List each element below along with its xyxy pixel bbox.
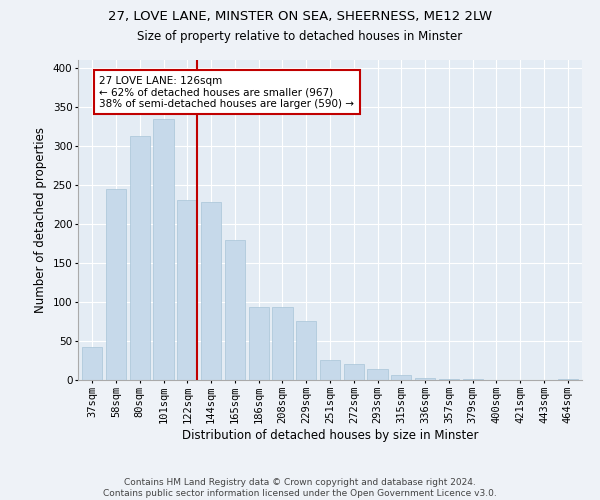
Text: 27 LOVE LANE: 126sqm
← 62% of detached houses are smaller (967)
38% of semi-deta: 27 LOVE LANE: 126sqm ← 62% of detached h… (100, 76, 355, 109)
Bar (415, 378, 435, 380)
Bar (463, 379, 483, 380)
Bar (154, 118, 173, 380)
Bar (439, 379, 459, 380)
Bar (367, 369, 388, 380)
Bar (201, 202, 221, 380)
Bar (130, 136, 150, 380)
Bar (557, 379, 578, 380)
Bar (320, 360, 340, 380)
Bar (248, 308, 269, 380)
Bar (177, 200, 197, 380)
Bar (82, 347, 103, 380)
Bar (344, 364, 364, 380)
Bar (296, 322, 316, 380)
X-axis label: Distribution of detached houses by size in Minster: Distribution of detached houses by size … (182, 428, 478, 442)
Text: Contains HM Land Registry data © Crown copyright and database right 2024.
Contai: Contains HM Land Registry data © Crown c… (103, 478, 497, 498)
Bar (391, 376, 412, 380)
Bar (272, 308, 293, 380)
Text: 27, LOVE LANE, MINSTER ON SEA, SHEERNESS, ME12 2LW: 27, LOVE LANE, MINSTER ON SEA, SHEERNESS… (108, 10, 492, 23)
Bar (106, 189, 126, 380)
Y-axis label: Number of detached properties: Number of detached properties (34, 127, 47, 313)
Text: Size of property relative to detached houses in Minster: Size of property relative to detached ho… (137, 30, 463, 43)
Bar (225, 240, 245, 380)
